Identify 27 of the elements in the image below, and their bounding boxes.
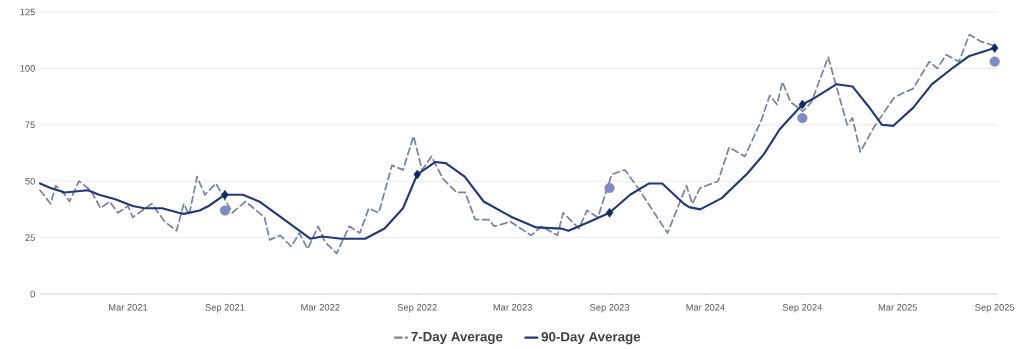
- point: [605, 207, 614, 218]
- y-tick-label: 125: [20, 8, 35, 16]
- x-tick-label: Sep 2023: [589, 304, 630, 313]
- legend-label: 7-Day Average: [411, 332, 503, 345]
- point: [604, 182, 615, 194]
- point: [991, 43, 999, 53]
- y-tick-label: 0: [30, 290, 35, 298]
- x-tick-label: Mar 2023: [493, 304, 532, 311]
- x-tick-label: Sep 2025: [975, 304, 1015, 313]
- x-tick-label: Mar 2021: [109, 304, 148, 311]
- x-tick-label: Mar 2022: [301, 304, 340, 311]
- point: [221, 189, 229, 200]
- point: [219, 205, 231, 216]
- x-tick-label: Sep 2024: [782, 304, 823, 313]
- y-tick-label: 75: [25, 121, 35, 129]
- x-tick-label: Sep 2022: [397, 304, 437, 313]
- y-tick-label: 25: [25, 234, 35, 241]
- point: [413, 169, 421, 180]
- legend-label: 90-Day Average: [541, 332, 641, 345]
- point: [989, 56, 1000, 67]
- x-tick-label: Sep 2021: [205, 304, 245, 313]
- y-tick-label: 100: [20, 65, 35, 72]
- point: [798, 99, 807, 110]
- point: [797, 112, 808, 124]
- x-tick-label: Mar 2025: [878, 304, 918, 311]
- y-tick-label: 50: [25, 177, 35, 185]
- x-tick-label: Mar 2024: [686, 304, 725, 311]
